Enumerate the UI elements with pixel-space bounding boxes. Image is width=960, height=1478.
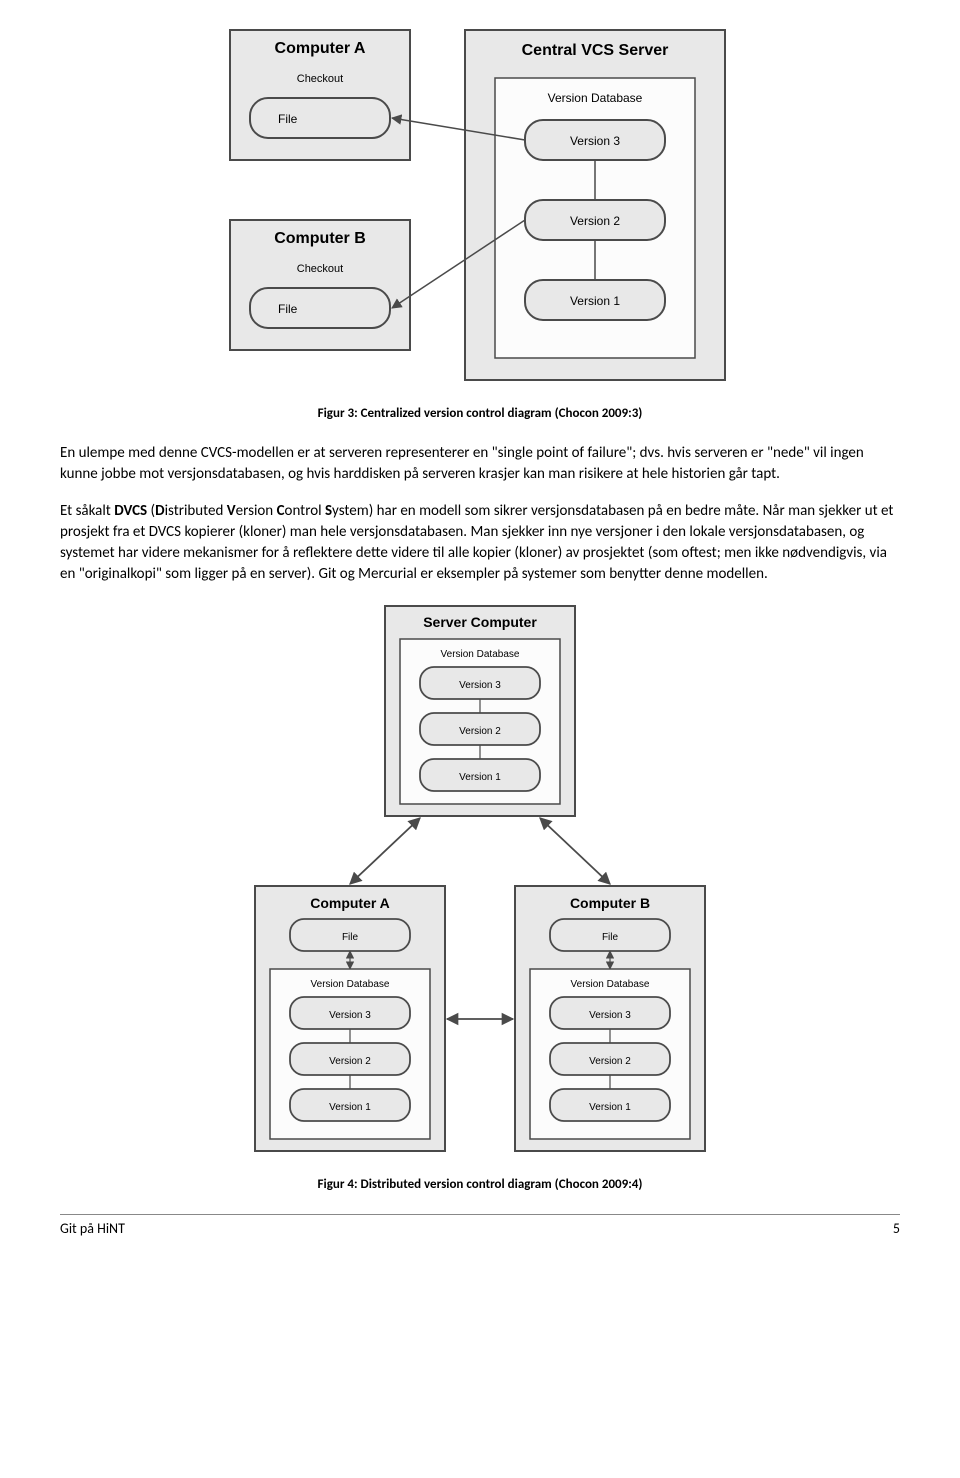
computer-a-box: Computer A Checkout File [230,30,410,160]
p2-m2: istributed [165,502,227,520]
p2-d: D [155,502,164,520]
server2-v1: Version 1 [459,772,501,783]
paragraph-1: En ulempe med denne CVCS-modellen er at … [60,443,900,485]
p2-pre: Et såkalt [60,502,114,520]
edge-server-a [350,818,420,884]
p2-c: C [277,502,285,520]
comp-a2-v1: Version 1 [329,1102,371,1113]
server-title: Central VCS Server [522,42,669,59]
p2-m4: ontrol [285,502,325,520]
computer-a-title: Computer A [275,40,366,57]
p2-s: S [325,502,332,520]
server-v3: Version 3 [570,134,620,148]
comp-a2-v2: Version 2 [329,1056,371,1067]
server2-title: Server Computer [423,614,537,630]
server-computer-box: Server Computer Version Database Version… [385,606,575,816]
dvcs-diagram: Server Computer Version Database Version… [60,601,900,1168]
server-db-title: Version Database [548,91,643,105]
computer-a-sub: Checkout [297,73,343,85]
computer-b-file: File [278,302,298,316]
comp-b2-title: Computer B [570,895,650,911]
p2-v: V [227,502,236,520]
edge-server-b [540,818,610,884]
comp-b2-v1: Version 1 [589,1102,631,1113]
server2-db-title: Version Database [441,649,520,660]
comp-b2-db-title: Version Database [571,979,650,990]
computer-b-sub: Checkout [297,263,343,275]
comp-a2-file: File [342,932,359,943]
paragraph-2: Et såkalt DVCS (Distributed Version Cont… [60,501,900,585]
page-footer: Git på HiNT 5 [60,1214,900,1239]
server-v2: Version 2 [570,214,620,228]
footer-page-number: 5 [893,1219,900,1239]
computer-a-file: File [278,112,298,126]
comp-a2-title: Computer A [310,895,390,911]
central-server-box: Central VCS Server Version Database Vers… [465,30,725,380]
p2-m1: ( [147,502,155,520]
server-v1: Version 1 [570,294,620,308]
computer-b-title: Computer B [274,230,366,247]
computer-b2-box: Computer B File Version Database Version… [515,886,705,1151]
computer-a2-box: Computer A File Version Database Version… [255,886,445,1151]
comp-a2-db-title: Version Database [311,979,390,990]
comp-b2-file: File [602,932,619,943]
figure-4-caption: Figur 4: Distributed version control dia… [60,1176,900,1194]
p2-dvcs: DVCS [114,502,147,520]
footer-left: Git på HiNT [60,1219,125,1239]
p2-m3: ersion [236,502,277,520]
server2-v2: Version 2 [459,726,501,737]
comp-b2-v2: Version 2 [589,1056,631,1067]
figure-3-caption: Figur 3: Centralized version control dia… [60,405,900,423]
computer-b-box: Computer B Checkout File [230,220,410,350]
comp-a2-v3: Version 3 [329,1010,371,1021]
cvcs-diagram: Computer A Checkout File Computer B Chec… [60,20,900,397]
server2-v3: Version 3 [459,680,501,691]
comp-b2-v3: Version 3 [589,1010,631,1021]
